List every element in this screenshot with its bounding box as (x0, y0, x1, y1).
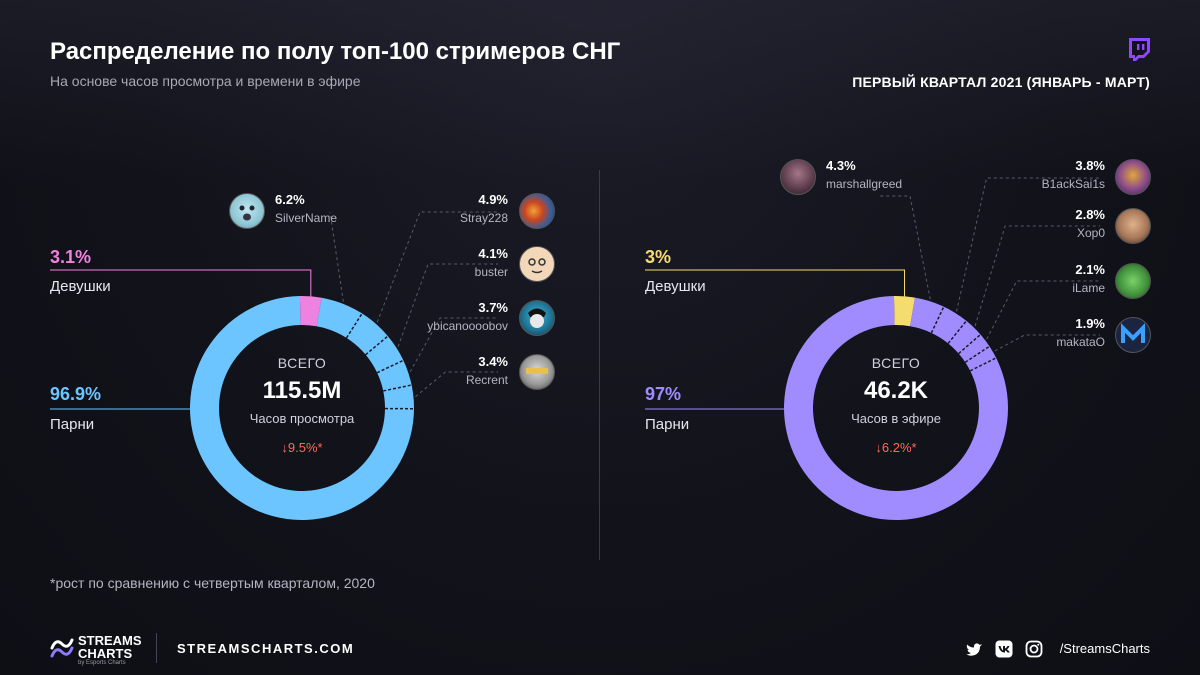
right-streamer-5: 1.9% makataO (1056, 316, 1105, 349)
vk-icon[interactable] (995, 640, 1013, 658)
period-label: ПЕРВЫЙ КВАРТАЛ 2021 (ЯНВАРЬ - МАРТ) (852, 74, 1150, 90)
brand-name: STREAMS CHARTS (78, 633, 142, 661)
left-streamer-3: 4.1% buster (474, 246, 508, 279)
right-center-change: ↓6.2%* (875, 440, 917, 455)
left-boys-percent: 96.9% (50, 384, 102, 404)
twitch-icon (1129, 38, 1150, 61)
background-band (0, 0, 1200, 180)
site-link[interactable]: STREAMSCHARTS.COM (177, 641, 355, 656)
footnote: *рост по сравнению с четвертым кварталом… (50, 575, 375, 591)
donut-1-leader-3 (986, 280, 1100, 340)
donut-1-girls-leader (645, 269, 906, 297)
left-center-block: ВСЕГО 115.5M Часов просмотра ↓9.5%* (212, 355, 392, 455)
donut-0-girls-leader (50, 269, 312, 297)
right-streamer-1: 4.3% marshallgreed (826, 158, 903, 191)
avatar-b1acksai1s (1115, 159, 1151, 195)
donut-0-leader-2 (397, 263, 498, 347)
avatar-buster (519, 246, 555, 282)
left-girls-percent: 3.1% (50, 247, 92, 267)
donut-0-girls-slice (299, 296, 322, 327)
donut-0-leader-4 (415, 371, 498, 397)
donut-1-leader-1 (956, 177, 1100, 312)
left-streamer-2: 4.9% Stray228 (459, 192, 508, 225)
left-center-unit: Часов просмотра (249, 411, 355, 426)
right-girls-label: Девушки (645, 278, 706, 295)
left-center-change: ↓9.5%* (281, 440, 323, 455)
left-center-total: 115.5M (262, 377, 342, 404)
right-streamer-4: 2.1% iLame (1072, 262, 1105, 295)
avatar-xop0 (1115, 208, 1151, 244)
left-streamer-5: 3.4% Recrent (465, 354, 508, 387)
avatar-ybicanoooobov (519, 300, 555, 336)
avatar-stray228 (519, 193, 555, 229)
donut-0-leader-1 (376, 211, 498, 323)
arrow-down-icon: ↓ (875, 440, 882, 455)
left-girls-label: Девушки (50, 278, 111, 295)
avatar-ilame (1115, 263, 1151, 299)
page-subtitle: На основе часов просмотра и времени в эф… (50, 73, 361, 89)
donut-1-girls-slice (893, 296, 915, 327)
arrow-down-icon: ↓ (281, 440, 288, 455)
donut-0-leader-3 (409, 317, 498, 373)
instagram-icon[interactable] (1025, 640, 1043, 658)
left-boys-label: Парни (50, 416, 95, 433)
right-girls-percent: 3% (645, 247, 672, 267)
left-streamer-1: 6.2% SilverName (275, 192, 338, 225)
avatar-marshallgreed (780, 159, 816, 195)
right-center-unit: Часов в эфире (851, 411, 941, 426)
right-boys-percent: 97% (645, 384, 682, 404)
right-streamer-2: 3.8% B1ackSai1s (1041, 158, 1105, 191)
avatar-silvername (229, 193, 265, 229)
right-boys-label: Парни (645, 416, 690, 433)
left-center-heading: ВСЕГО (277, 355, 327, 371)
right-center-total: 46.2K (863, 377, 929, 404)
page-title: Распределение по полу топ-100 стримеров … (50, 38, 621, 65)
donut-1-leader-2 (974, 225, 1100, 327)
footer-divider (156, 633, 157, 663)
avatar-makatao (1115, 317, 1151, 353)
right-streamer-3: 2.8% Xop0 (1075, 207, 1105, 240)
donut-1-leader-4 (994, 334, 1100, 352)
right-center-heading: ВСЕГО (871, 355, 921, 371)
social-handle[interactable]: /StreamsCharts (1059, 641, 1150, 656)
avatar-recrent (519, 354, 555, 390)
streamscharts-logo-icon (50, 638, 74, 658)
left-streamer-4: 3.7% ybicanoooobov (427, 300, 508, 333)
right-center-block: ВСЕГО 46.2K Часов в эфире ↓6.2%* (806, 355, 986, 455)
brand-subtitle: by Esports Charts (78, 660, 126, 666)
center-divider (599, 170, 600, 560)
twitter-icon[interactable] (965, 640, 983, 658)
